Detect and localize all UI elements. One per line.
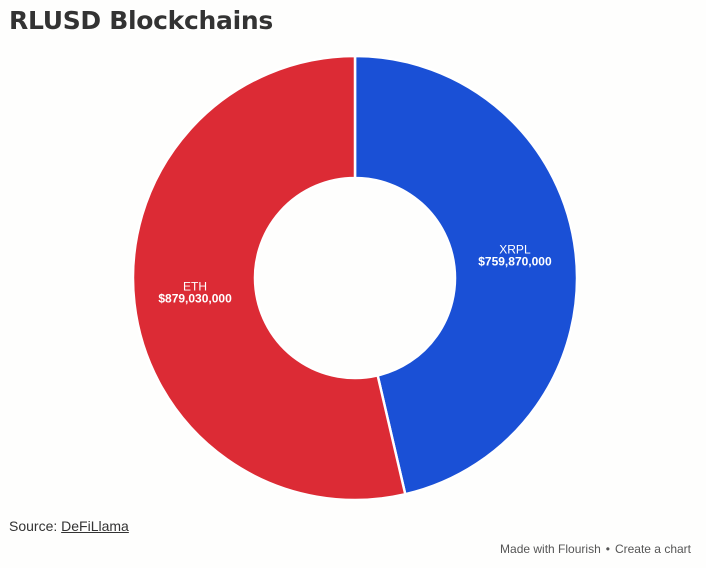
slice-eth[interactable] xyxy=(131,54,407,502)
source-link[interactable]: DeFiLlama xyxy=(61,518,129,534)
source-prefix: Source: xyxy=(9,518,62,534)
slice-value-xrpl: $759,870,000 xyxy=(478,255,552,269)
credit-separator: • xyxy=(605,542,610,556)
made-with-flourish-link[interactable]: Made with Flourish xyxy=(500,542,601,556)
slices-group xyxy=(131,54,579,502)
slice-xrpl[interactable] xyxy=(353,54,579,496)
source-line: Source: DeFiLlama xyxy=(9,518,129,534)
slice-value-eth: $879,030,000 xyxy=(158,291,232,305)
create-chart-link[interactable]: Create a chart xyxy=(614,542,691,556)
slice-labels-group: XRPL$759,870,000 ETH$879,030,000 xyxy=(158,243,552,306)
slice-label-eth: ETH xyxy=(183,279,207,293)
chart-title: RLUSD Blockchains xyxy=(9,6,273,35)
flourish-credit: Made with Flourish • Create a chart xyxy=(500,542,691,556)
slice-label-xrpl: XRPL xyxy=(499,243,531,257)
